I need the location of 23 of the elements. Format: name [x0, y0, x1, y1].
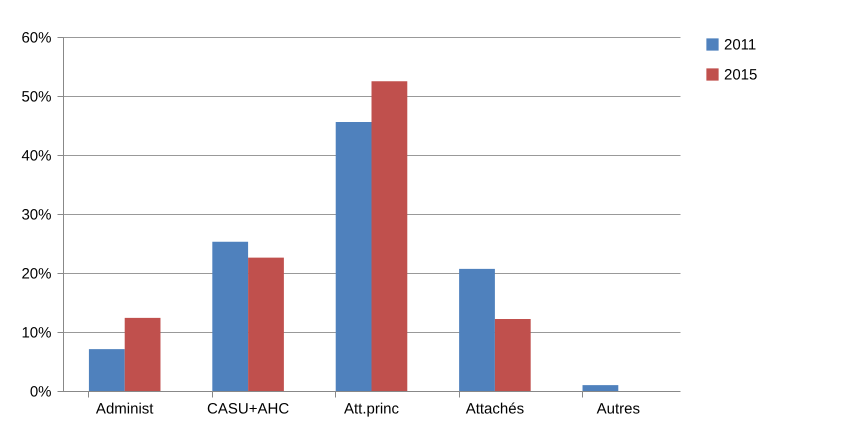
y-tick-label: 10%	[21, 324, 52, 342]
bar	[582, 385, 618, 391]
x-tick-label: CASU+AHC	[207, 400, 290, 418]
x-tick-label: Autres	[596, 400, 640, 418]
x-tick-label: Att.princ	[344, 400, 400, 418]
y-tick-label: 60%	[21, 30, 52, 46]
y-tick-label: 50%	[21, 88, 52, 106]
y-tick-label: 20%	[21, 266, 52, 282]
bar	[88, 349, 125, 391]
x-tick-label: Attachés	[466, 400, 524, 418]
bar	[372, 81, 408, 391]
x-tick-label: Administ	[96, 400, 154, 418]
legend-label: 2015	[724, 66, 758, 84]
y-tick-label: 40%	[21, 148, 52, 164]
bar	[212, 242, 248, 391]
bar	[248, 258, 284, 391]
bar	[459, 268, 495, 391]
y-tick-label: 30%	[21, 206, 52, 224]
y-tick-label: 0%	[30, 384, 52, 400]
bar	[336, 122, 372, 391]
legend-label: 2011	[724, 36, 756, 54]
bar	[124, 318, 160, 391]
bar	[494, 319, 531, 391]
